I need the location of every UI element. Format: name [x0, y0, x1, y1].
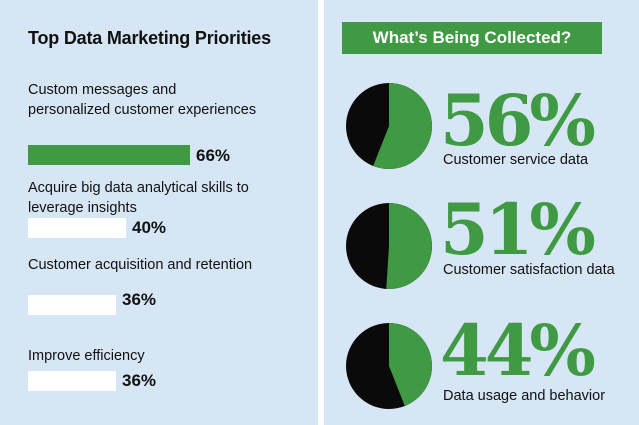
priorities-title: Top Data Marketing Priorities [28, 28, 271, 48]
priority-value: 36% [122, 290, 157, 309]
priority-bar [28, 371, 116, 391]
priority-label: Improve efficiency [28, 348, 145, 364]
priorities-panel [0, 0, 318, 425]
stat-label: Data usage and behavior [443, 388, 606, 404]
pie-slice [386, 203, 432, 289]
collected-title: What’s Being Collected? [372, 28, 572, 47]
stat-percent: 51% [440, 188, 596, 271]
priority-bar [28, 218, 126, 238]
stat-label: Customer satisfaction data [443, 262, 615, 278]
pie-chart [346, 203, 432, 289]
priority-bar [28, 295, 116, 315]
priority-value: 40% [132, 218, 167, 237]
stat-percent: 56% [440, 79, 596, 162]
priority-bar [28, 145, 190, 165]
priority-label: Customer acquisition and retention [28, 257, 253, 273]
stat-label: Customer service data [443, 152, 589, 168]
priority-value: 66% [196, 146, 231, 165]
pie-slice [373, 83, 433, 169]
priority-label: Acquire big data analytical skills to le… [28, 180, 249, 216]
collected-title-banner: What’s Being Collected? [342, 22, 602, 54]
stat-percent: 44% [440, 309, 596, 392]
pie-chart [346, 323, 432, 409]
pie-slice [389, 323, 432, 406]
pie-chart [346, 83, 433, 169]
priority-label: Custom messages and personalized custome… [28, 82, 257, 118]
priority-value: 36% [122, 371, 157, 390]
